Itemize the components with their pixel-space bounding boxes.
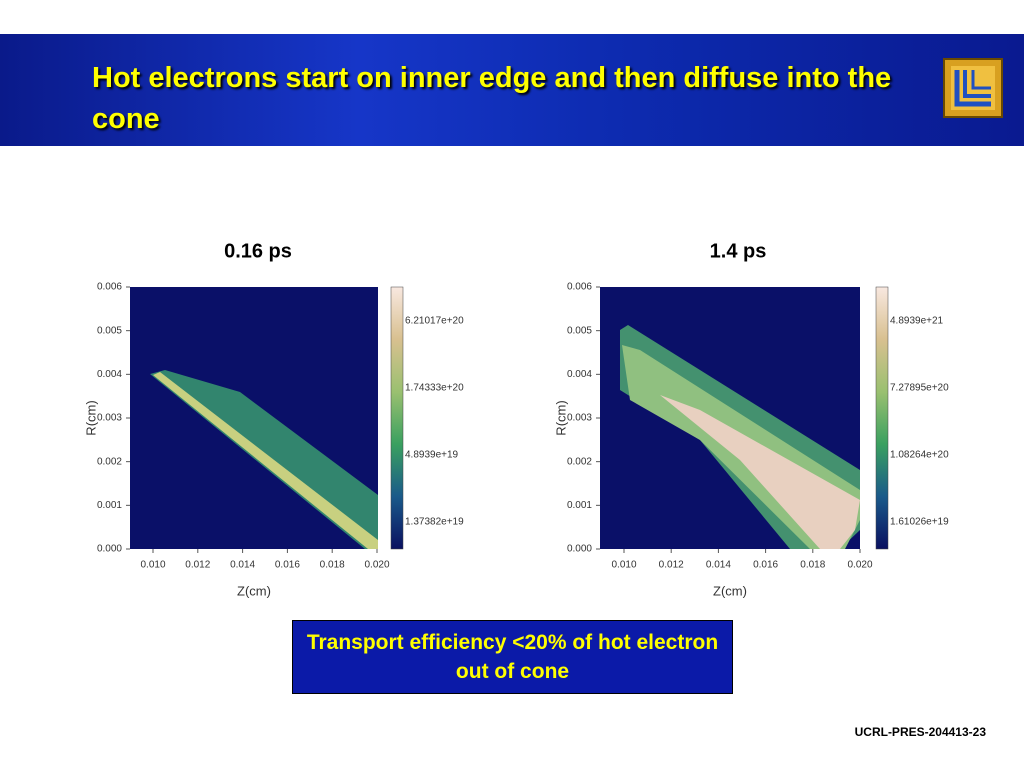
y-tick-label: 0.000 bbox=[97, 544, 122, 555]
logo bbox=[943, 58, 1003, 118]
y-tick-label: 0.002 bbox=[97, 456, 122, 467]
y-tick-label: 0.005 bbox=[567, 325, 592, 336]
x-axis-label: Z(cm) bbox=[713, 583, 747, 598]
colorbar-label: 1.37382e+19 bbox=[405, 517, 464, 528]
x-tick-label: 0.012 bbox=[659, 560, 684, 571]
y-tick-label: 0.002 bbox=[567, 456, 592, 467]
y-tick-label: 0.006 bbox=[567, 282, 592, 293]
colorbar-label: 4.8939e+19 bbox=[405, 450, 459, 461]
colorbar bbox=[875, 286, 889, 550]
y-tick-label: 0.006 bbox=[97, 282, 122, 293]
x-tick-label: 0.020 bbox=[364, 560, 389, 571]
colorbar bbox=[390, 286, 404, 550]
colorbar-label: 1.08264e+20 bbox=[890, 450, 949, 461]
logo-mark bbox=[951, 66, 995, 110]
x-tick-label: 0.016 bbox=[275, 560, 300, 571]
x-tick-label: 0.014 bbox=[230, 560, 255, 571]
x-tick-label: 0.018 bbox=[800, 560, 825, 571]
heatmap-core bbox=[153, 372, 378, 549]
x-axis-label: Z(cm) bbox=[237, 583, 271, 598]
footer-code: UCRL-PRES-204413-23 bbox=[854, 725, 986, 739]
x-tick-label: 0.018 bbox=[320, 560, 345, 571]
x-tick-label: 0.020 bbox=[847, 560, 872, 571]
y-tick-label: 0.001 bbox=[97, 500, 122, 511]
colorbar-label: 7.27895e+20 bbox=[890, 383, 949, 394]
slide-title: Hot electrons start on inner edge and th… bbox=[92, 62, 892, 135]
x-tick-label: 0.010 bbox=[140, 560, 165, 571]
colorbar-label: 1.74333e+20 bbox=[405, 383, 464, 394]
y-tick-label: 0.003 bbox=[97, 413, 122, 424]
header-band bbox=[0, 34, 1024, 146]
colorbar-label: 1.61026e+19 bbox=[890, 517, 949, 528]
y-axis-label: R(cm) bbox=[83, 400, 98, 435]
callout: Transport efficiency <20% of hot electro… bbox=[292, 620, 733, 694]
colorbar-label: 6.21017e+20 bbox=[405, 316, 464, 327]
colorbar-label: 4.8939e+21 bbox=[890, 316, 944, 327]
heatmap-core bbox=[660, 395, 860, 549]
x-tick-label: 0.010 bbox=[611, 560, 636, 571]
y-axis-label: R(cm) bbox=[553, 400, 568, 435]
x-tick-label: 0.014 bbox=[706, 560, 731, 571]
x-tick-label: 0.016 bbox=[753, 560, 778, 571]
y-tick-label: 0.004 bbox=[97, 369, 122, 380]
y-tick-label: 0.000 bbox=[567, 544, 592, 555]
x-tick-label: 0.012 bbox=[185, 560, 210, 571]
y-tick-label: 0.004 bbox=[567, 369, 592, 380]
y-tick-label: 0.003 bbox=[567, 413, 592, 424]
y-tick-label: 0.001 bbox=[567, 500, 592, 511]
y-tick-label: 0.005 bbox=[97, 325, 122, 336]
panel-label: 0.16 ps bbox=[224, 240, 292, 262]
panel-label: 1.4 ps bbox=[710, 240, 767, 262]
